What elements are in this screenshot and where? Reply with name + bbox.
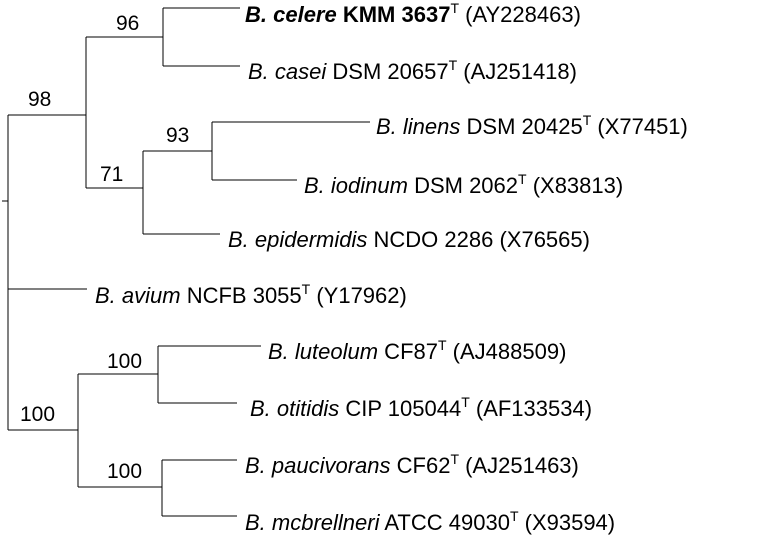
taxon-accession: (AJ488509) <box>447 339 567 364</box>
taxon-name: B. paucivorans <box>245 453 391 478</box>
taxon-strain: CF87 <box>378 339 438 364</box>
taxon-accession: (Y17962) <box>310 283 407 308</box>
taxon-label: B. luteolum CF87T (AJ488509) <box>268 337 566 364</box>
type-strain-mark: T <box>461 394 470 410</box>
taxon-accession: (AJ251463) <box>459 453 579 478</box>
type-strain-mark: T <box>450 0 459 16</box>
taxon-accession: (AJ251418) <box>457 59 577 84</box>
taxon-accession: (X77451) <box>591 114 688 139</box>
taxon-strain: CF62 <box>391 453 451 478</box>
taxon-label: B. casei DSM 20657T (AJ251418) <box>248 57 577 84</box>
taxon-label: B. mcbrellneri ATCC 49030T (X93594) <box>245 508 615 535</box>
taxon-label: B. linens DSM 20425T (X77451) <box>376 112 688 139</box>
taxon-strain: ATCC 49030 <box>379 510 509 535</box>
taxon-label: B. iodinum DSM 2062T (X83813) <box>304 171 623 198</box>
taxon-label: B. otitidis CIP 105044T (AF133534) <box>250 394 592 421</box>
type-strain-mark: T <box>438 337 447 353</box>
taxon-label: B. celere KMM 3637T (AY228463) <box>245 0 581 27</box>
bootstrap-100-a: 100 <box>107 350 142 373</box>
type-strain-mark: T <box>449 57 458 73</box>
taxon-name: B. casei <box>248 59 327 84</box>
taxon-name: B. otitidis <box>250 396 339 421</box>
taxon-strain: CIP 105044 <box>339 396 461 421</box>
taxon-label: B. epidermidis NCDO 2286 (X76565) <box>228 227 590 252</box>
taxon-accession: (X76565) <box>493 227 590 252</box>
taxon-name: B. avium <box>95 283 181 308</box>
tree-branches <box>2 7 370 517</box>
taxon-accession: (AY228463) <box>459 2 581 27</box>
taxon-strain: NCFB 3055 <box>181 283 302 308</box>
taxon-label: B. avium NCFB 3055T (Y17962) <box>95 281 407 308</box>
bootstrap-96: 96 <box>116 12 139 35</box>
type-strain-mark: T <box>302 281 311 297</box>
type-strain-mark: T <box>510 508 519 524</box>
taxon-accession: (X93594) <box>519 510 616 535</box>
bootstrap-100-root: 100 <box>20 403 55 426</box>
taxon-strain: DSM 20425 <box>460 114 582 139</box>
type-strain-mark: T <box>450 451 459 467</box>
taxon-label: B. paucivorans CF62T (AJ251463) <box>245 451 579 478</box>
type-strain-mark: T <box>583 112 592 128</box>
bootstrap-98: 98 <box>28 88 51 111</box>
taxon-name: B. mcbrellneri <box>245 510 381 535</box>
bootstrap-100-b: 100 <box>107 460 142 483</box>
taxon-labels: B. celere KMM 3637T (AY228463)B. casei D… <box>95 0 688 535</box>
taxon-name: B. celere <box>245 2 337 27</box>
taxon-name: B. luteolum <box>268 339 378 364</box>
bootstrap-93: 93 <box>166 124 189 147</box>
taxon-name: B. linens <box>376 114 460 139</box>
taxon-accession: (X83813) <box>527 173 624 198</box>
type-strain-mark: T <box>518 171 527 187</box>
taxon-name: B. epidermidis <box>228 227 367 252</box>
bootstrap-labels: 96 98 93 71 100 100 100 <box>20 12 189 483</box>
bootstrap-71: 71 <box>100 163 123 186</box>
taxon-strain: KMM 3637 <box>337 2 451 27</box>
taxon-strain: DSM 2062 <box>408 173 518 198</box>
taxon-accession: (AF133534) <box>470 396 592 421</box>
taxon-name: B. iodinum <box>304 173 408 198</box>
taxon-strain: NCDO 2286 <box>367 227 493 252</box>
taxon-strain: DSM 20657 <box>326 59 448 84</box>
